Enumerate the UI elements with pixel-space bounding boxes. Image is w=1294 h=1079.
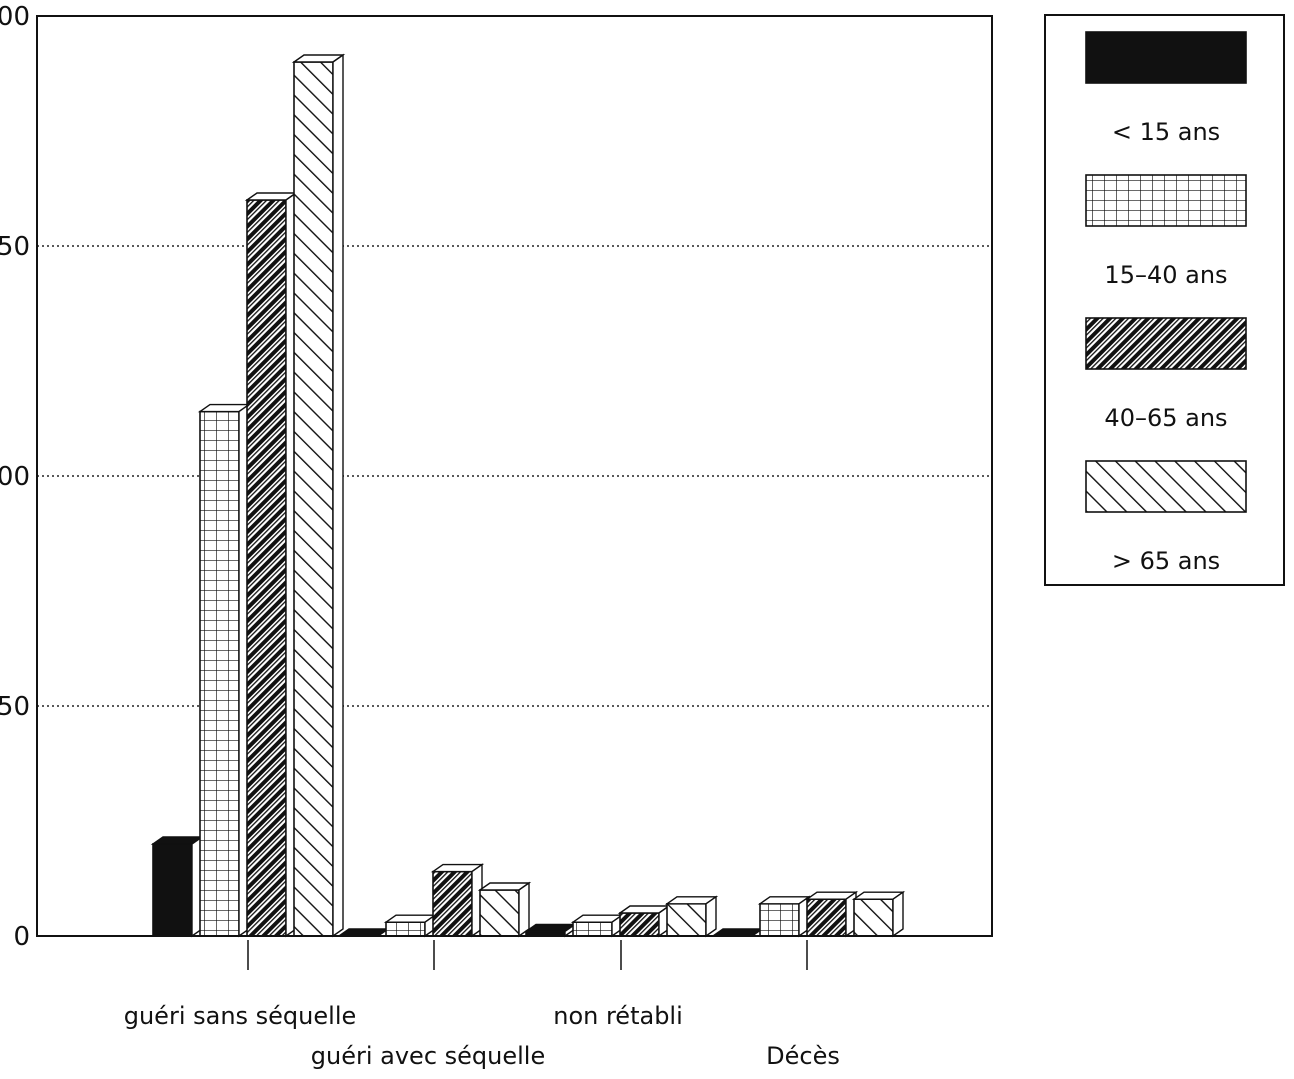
legend-item: 40–65 ans — [1085, 317, 1247, 432]
y-tick-label: 200 — [0, 2, 30, 32]
bar-side — [705, 895, 717, 938]
bar — [197, 403, 252, 938]
legend-frame — [1044, 14, 1285, 586]
bar — [244, 191, 299, 938]
bar-front — [152, 843, 193, 937]
bar — [291, 53, 346, 938]
bar — [617, 904, 672, 938]
legend-item: < 15 ans — [1085, 31, 1247, 146]
gridlines — [37, 245, 992, 707]
y-tick-label: 50 — [0, 692, 30, 722]
legend: < 15 ans 15–40 ans 40–65 ans > 65 ans — [1044, 14, 1285, 586]
legend-label: > 65 ans — [1112, 547, 1220, 575]
legend-item: > 65 ans — [1085, 460, 1247, 575]
y-tick-label: 100 — [0, 462, 30, 492]
x-tick-label: guéri avec séquelle — [311, 1042, 545, 1070]
y-tick-labels: 0 50 100 150 200 — [0, 2, 30, 952]
x-tick-labels: guéri sans séquelle guéri avec séquelle no… — [124, 940, 840, 1070]
x-tick-label: non rétabli — [553, 1002, 683, 1030]
legend-swatch — [1085, 317, 1247, 370]
bar-front — [806, 898, 847, 937]
bar-front — [479, 889, 520, 937]
bar-front — [199, 410, 240, 937]
bar — [710, 928, 765, 937]
bar-front — [572, 921, 613, 937]
x-tick-label: guéri sans séquelle — [124, 1002, 357, 1030]
bar-front — [666, 902, 707, 937]
legend-label: < 15 ans — [1112, 118, 1220, 146]
legend-item: 15–40 ans — [1085, 174, 1247, 289]
legend-label: 40–65 ans — [1104, 404, 1227, 432]
bar-side — [892, 890, 904, 938]
bar-side — [518, 881, 530, 938]
bar — [757, 895, 812, 938]
legend-swatch — [1085, 174, 1247, 227]
bar — [150, 835, 205, 938]
bar-front — [759, 902, 800, 937]
bar-front — [432, 870, 473, 937]
bar-side — [332, 53, 344, 938]
bars — [150, 53, 906, 938]
bar-front — [246, 199, 287, 937]
bar-front — [853, 898, 894, 937]
bar-front — [293, 61, 334, 937]
bar — [664, 895, 719, 938]
bar — [570, 913, 625, 938]
bar — [523, 923, 578, 938]
bar — [336, 928, 391, 937]
plot-frame — [36, 15, 993, 937]
legend-swatch — [1085, 31, 1247, 84]
bar-front — [619, 912, 660, 937]
y-tick-label: 150 — [0, 232, 30, 262]
bar — [804, 890, 859, 938]
bar — [383, 913, 438, 938]
bar — [430, 863, 485, 938]
axes — [36, 15, 993, 937]
legend-label: 15–40 ans — [1104, 261, 1227, 289]
bar — [851, 890, 906, 938]
x-tick-label: Décès — [766, 1042, 840, 1070]
legend-swatch — [1085, 460, 1247, 513]
y-tick-label: 0 — [13, 922, 30, 952]
bar-front — [385, 921, 426, 937]
bar — [477, 881, 532, 938]
